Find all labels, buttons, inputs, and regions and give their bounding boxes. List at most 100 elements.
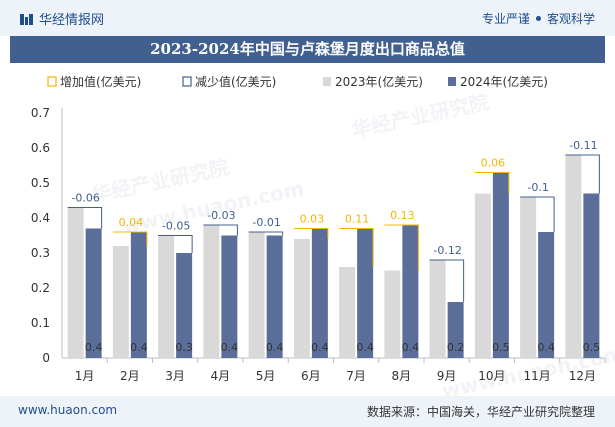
x-tick-label: 7月: [346, 369, 366, 383]
bar-2024-value-label: 0.4: [537, 341, 555, 354]
bar-2024: [221, 235, 238, 358]
change-bracket: [293, 228, 329, 239]
legend-swatch-decrease: [182, 76, 192, 87]
bar-2023: [158, 235, 175, 358]
legend-label-2024: 2024年(亿美元): [460, 74, 548, 89]
bar-2024: [402, 225, 419, 358]
change-label: 0.13: [390, 209, 415, 222]
bar-2023: [203, 225, 220, 358]
bar-2024: [538, 232, 555, 358]
dot-separator-icon: [535, 16, 541, 21]
change-label: -0.05: [162, 220, 190, 233]
change-bracket: [112, 231, 148, 246]
bar-2023: [67, 207, 84, 358]
x-tick-label: 3月: [165, 369, 185, 383]
x-tick-label: 11月: [523, 369, 550, 383]
bar-2024: [311, 228, 328, 358]
bar-2024: [266, 235, 283, 358]
bar-2023: [339, 267, 356, 358]
chart-title: 2023-2024年中国与卢森堡月度出口商品总值: [150, 40, 465, 58]
legend-label-decrease: 减少值(亿美元): [195, 74, 276, 89]
bar-2024-value-label: 0.4: [130, 341, 148, 354]
slogan: 专业严谨 客观科学: [482, 10, 595, 27]
slogan-tag-1: 专业严谨: [481, 12, 530, 26]
change-bracket: [339, 228, 374, 267]
change-bracket: [384, 224, 419, 271]
y-tick-label: 0.5: [31, 176, 50, 190]
change-bracket: [203, 224, 238, 236]
brand[interactable]: 华经情报网: [20, 9, 104, 28]
legend-label-increase: 增加值(亿美元): [60, 74, 141, 89]
x-tick-label: 1月: [75, 369, 95, 383]
change-label: -0.03: [207, 209, 235, 222]
change-bracket: [67, 207, 103, 229]
bar-2023: [474, 193, 491, 358]
x-tick-label: 9月: [437, 369, 457, 383]
bar-2023: [429, 260, 446, 358]
x-tick-label: 6月: [301, 369, 321, 383]
legend-label-2023: 2023年(亿美元): [335, 74, 423, 89]
change-bracket: [474, 172, 510, 194]
legend-swatch-increase: [47, 76, 57, 87]
y-tick-label: 0.3: [31, 246, 50, 260]
bar-2024-value-label: 0.4: [402, 341, 420, 354]
y-tick-label: 0.7: [31, 106, 50, 120]
bar-2023: [112, 246, 129, 358]
bar-2023: [293, 239, 310, 358]
bar-2023: [520, 197, 537, 358]
bar-chart: 增加值(亿美元) 减少值(亿美元) 2023年(亿美元) 2024年(亿美元) 0 0.1…: [31, 74, 606, 383]
bar-2024: [357, 228, 374, 358]
bar-2024-value-label: 0.4: [356, 341, 374, 354]
bar-2024-value-label: 0.3: [175, 341, 193, 354]
slogan-tag-2: 客观科学: [546, 12, 595, 26]
x-tick-label: 4月: [211, 369, 231, 383]
y-tick-label: 0.2: [31, 281, 50, 295]
legend-swatch-2023: [323, 77, 331, 86]
top-bar: 华经情报网 专业严谨 客观科学: [0, 0, 615, 36]
bar-2024: [447, 302, 464, 358]
legend-swatch-2024: [448, 77, 456, 86]
change-label: 0.03: [300, 213, 325, 226]
title-bar: 2023-2024年中国与卢森堡月度出口商品总值: [10, 36, 605, 63]
bar-2024: [85, 228, 102, 358]
change-label: -0.11: [569, 139, 597, 152]
bar-2023: [565, 155, 582, 358]
footer-source: 数据来源：中国海关，华经产业研究院整理: [366, 405, 595, 419]
change-bracket: [429, 259, 465, 302]
change-label: -0.06: [71, 192, 99, 205]
bar-2024: [583, 193, 600, 358]
y-tick-label: 0.6: [31, 141, 50, 155]
footer: www.huaon.com 数据来源：中国海关，华经产业研究院整理: [0, 396, 615, 427]
bar-2024: [492, 172, 509, 358]
brand-name: 华经情报网: [39, 13, 105, 28]
y-tick-label: 0.4: [31, 211, 50, 225]
footer-site[interactable]: www.huaon.com: [18, 403, 118, 417]
change-label: 0.04: [119, 216, 144, 229]
y-tick-label: 0.1: [31, 316, 50, 330]
brand-logo-icon: [20, 14, 33, 25]
change-bracket: [248, 231, 284, 236]
x-tick-label: 5月: [256, 369, 276, 383]
x-tick-label: 10月: [478, 369, 505, 383]
bar-2024: [130, 232, 147, 358]
bar-2023: [248, 232, 265, 358]
x-tick-label: 8月: [392, 369, 412, 383]
change-bracket: [158, 235, 193, 253]
change-label: 0.06: [481, 157, 506, 170]
bar-2024-value-label: 0.5: [492, 341, 510, 354]
bar-2024-value-label: 0.5: [583, 341, 601, 354]
change-label: -0.12: [433, 244, 461, 257]
change-bracket: [520, 196, 555, 232]
bar-2024-value-label: 0.4: [311, 341, 329, 354]
x-tick-label: 2月: [120, 369, 140, 383]
y-tick-label: 0: [42, 351, 50, 365]
bar-2024-value-label: 0.4: [85, 341, 103, 354]
bar-2024-value-label: 0.2: [447, 341, 465, 354]
change-label: -0.01: [252, 216, 280, 229]
bar-2024-value-label: 0.4: [266, 341, 284, 354]
change-bracket: [565, 154, 600, 194]
change-label: -0.1: [527, 181, 548, 194]
change-label: 0.11: [345, 213, 370, 226]
x-tick-label: 12月: [569, 369, 596, 383]
bar-2024: [176, 253, 193, 358]
